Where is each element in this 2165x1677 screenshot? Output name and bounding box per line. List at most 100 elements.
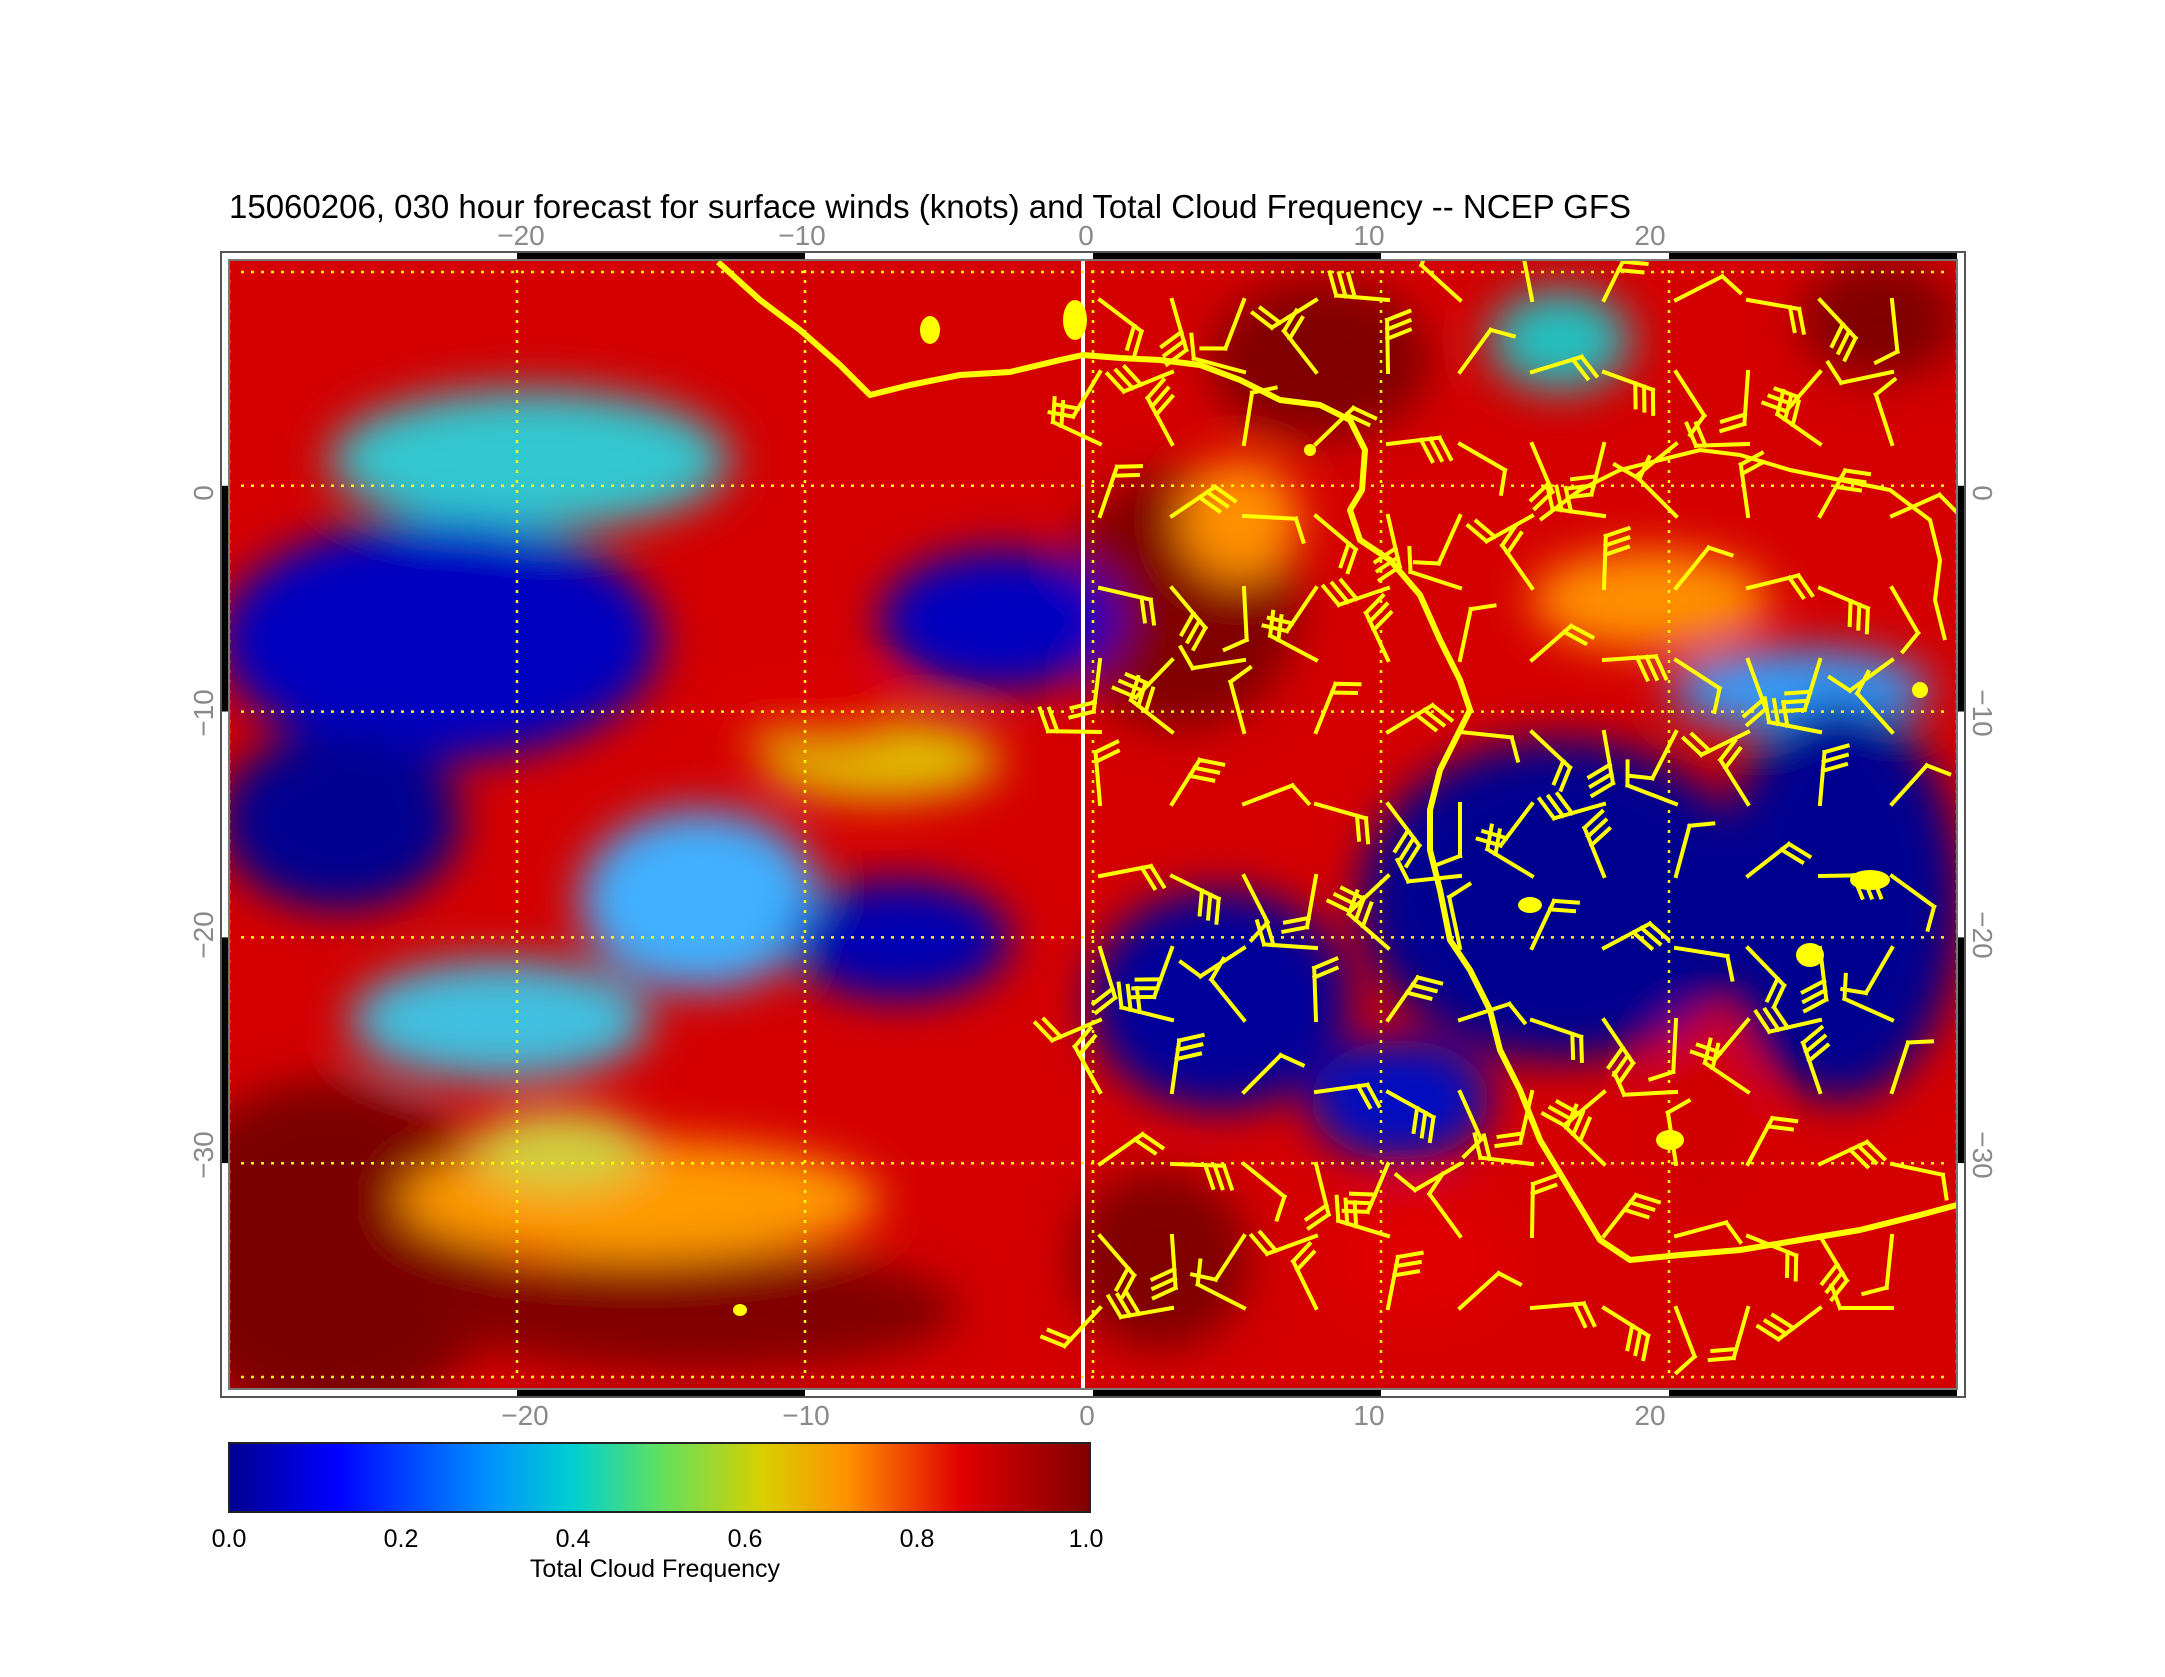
lon-tick-bottom: 0: [1079, 1400, 1095, 1431]
lat-tick-left: 0: [188, 485, 219, 501]
wind-barb: [1707, 1305, 1751, 1363]
colorbar-label: Total Cloud Frequency: [530, 1555, 781, 1583]
wind-barb: [1581, 808, 1613, 879]
colorbar: 0.0 0.2 0.4 0.6 0.8 1.0 Total Cloud Freq…: [212, 1442, 1103, 1583]
wind-barb: [1384, 308, 1413, 375]
colorbar-tick: 0.8: [900, 1525, 935, 1553]
wind-barb: [1529, 1017, 1584, 1063]
lon-tick-top: −10: [778, 220, 826, 251]
wind-barb: [1601, 369, 1656, 416]
latitude-ticks-left: 0 −10 −20 −30: [188, 485, 219, 1179]
wind-barb: [1702, 1037, 1751, 1095]
wind-barb: [1586, 729, 1616, 799]
wind-barb: [1169, 757, 1226, 807]
wind-barb: [1281, 873, 1319, 935]
degree-bar-segment: [222, 937, 228, 1164]
lon-tick-top: 0: [1078, 220, 1094, 251]
wind-barb: [1394, 857, 1463, 885]
wind-barb: [1800, 1024, 1831, 1095]
wind-barb: [1067, 657, 1103, 720]
lon-tick-top: −20: [497, 220, 545, 251]
wind-barb: [1665, 1097, 1692, 1167]
wind-barb: [1345, 888, 1391, 951]
wind-barb: [1313, 801, 1371, 845]
wind-barb: [1169, 585, 1209, 652]
wind-barb: [1222, 585, 1250, 653]
wind-barb: [1817, 297, 1859, 363]
wind-barb: [1817, 1233, 1850, 1303]
wind-barb: [1854, 669, 1895, 735]
wind-barb: [1303, 1161, 1332, 1231]
wind-barb: [1189, 332, 1247, 375]
wind-barb: [1718, 369, 1751, 434]
wind-barb: [1774, 388, 1823, 447]
colorbar-tick: 0.4: [556, 1525, 591, 1553]
wind-barbs: [1032, 260, 1957, 1376]
wind-barb: [1457, 729, 1521, 764]
wind-barb: [1673, 945, 1735, 982]
wind-barb: [1281, 307, 1319, 375]
wind-barb: [1320, 577, 1391, 608]
wind-barb: [1227, 664, 1253, 735]
wind-barb: [1828, 1283, 1894, 1311]
wind-barb: [1032, 1016, 1103, 1044]
wind-barb: [1313, 681, 1362, 735]
lon-tick-bottom: 20: [1634, 1400, 1665, 1431]
wind-barb: [1090, 945, 1119, 1016]
wind-barb: [1169, 873, 1222, 925]
wind-barb: [1626, 729, 1679, 781]
wind-barb: [1745, 297, 1807, 335]
wind-barb: [1037, 705, 1103, 735]
wind-barb: [1889, 762, 1952, 807]
wind-barb: [1313, 513, 1359, 575]
wind-barb: [1817, 743, 1851, 807]
wind-barb: [1673, 544, 1735, 591]
wind-barb: [1745, 1233, 1799, 1282]
wind-barb: [1494, 1089, 1535, 1149]
wind-barb: [1680, 729, 1751, 758]
wind-barb: [1738, 450, 1766, 519]
wind-barb: [1241, 513, 1306, 545]
wind-barb: [1544, 483, 1607, 519]
wind-barb: [1267, 609, 1319, 663]
wind-barb: [1778, 657, 1823, 714]
degree-bar-segment: [1958, 1163, 1964, 1389]
degree-bar-segment: [1958, 485, 1964, 712]
wind-barb: [1241, 385, 1278, 447]
wind-barb: [1097, 297, 1145, 357]
wind-barb: [1457, 441, 1508, 496]
wind-barb: [1889, 1039, 1935, 1095]
wind-barb: [1385, 1089, 1437, 1144]
wind-barb: [1105, 1290, 1175, 1320]
degree-bar-segment: [222, 485, 228, 712]
wind-barb: [1647, 1017, 1679, 1082]
wind-barb: [1889, 491, 1957, 519]
wind-barb: [1457, 1270, 1523, 1311]
wind-barb: [1755, 1305, 1823, 1343]
wind-barb: [1529, 353, 1600, 382]
wind-barb: [1116, 981, 1175, 1023]
wind-barb: [1529, 1300, 1597, 1329]
wind-barb: [1050, 395, 1103, 447]
wind-barb: [1717, 737, 1751, 807]
degree-bar-segment: [222, 1163, 228, 1389]
wind-barb: [1673, 1305, 1698, 1376]
wind-barb: [1334, 1194, 1391, 1239]
wind-barb: [1407, 545, 1463, 591]
wind-barb: [1412, 513, 1463, 567]
lat-tick-right: 0: [1967, 485, 1998, 501]
degree-border-bars: [222, 253, 1964, 1396]
wind-barb: [1457, 603, 1497, 663]
wind-barb: [1372, 513, 1403, 583]
wind-barb: [1889, 873, 1937, 933]
lon-tick-bottom: −10: [782, 1400, 830, 1431]
wind-barb: [1241, 1161, 1288, 1223]
wind-barb: [1800, 945, 1830, 1014]
wind-barb: [1673, 821, 1716, 879]
wind-barb: [1841, 972, 1895, 1023]
wind-barb: [1241, 1052, 1306, 1095]
degree-bar-segment: [805, 1390, 1093, 1396]
wind-barb: [1435, 802, 1463, 868]
wind-barb: [1601, 525, 1632, 591]
degree-bar-segment: [222, 260, 228, 486]
